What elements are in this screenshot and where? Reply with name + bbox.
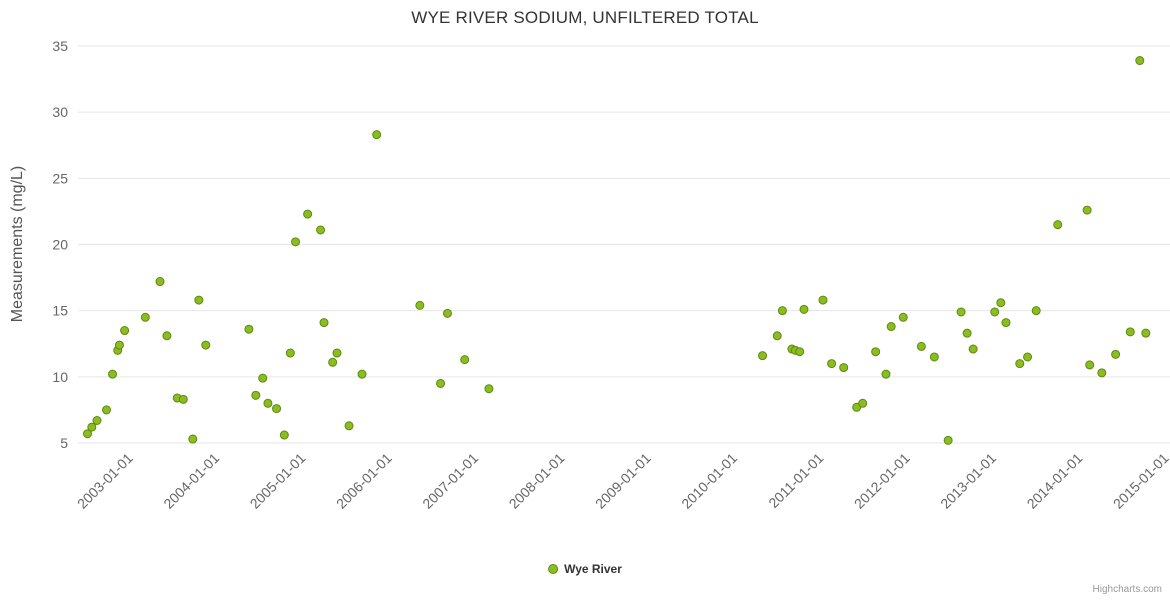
data-point[interactable] [319, 318, 329, 328]
data-point[interactable] [101, 405, 111, 415]
y-tick-label: 30 [52, 104, 68, 120]
data-point[interactable] [357, 369, 367, 379]
data-point[interactable] [263, 398, 273, 408]
data-point[interactable] [194, 295, 204, 305]
data-point[interactable] [916, 341, 926, 351]
data-point[interactable] [996, 298, 1006, 308]
chart-title: WYE RIVER SODIUM, UNFILTERED TOTAL [411, 8, 759, 27]
highcharts-credits[interactable]: Highcharts.com [1092, 584, 1162, 595]
data-point[interactable] [772, 331, 782, 341]
legend-marker-icon [548, 564, 559, 574]
data-point[interactable] [251, 390, 261, 400]
x-tick-label: 2003-01-01 [74, 450, 136, 512]
x-tick-label: 2014-01-01 [1024, 450, 1086, 512]
data-point[interactable] [155, 277, 165, 287]
data-point[interactable] [162, 331, 172, 341]
data-point[interactable] [372, 130, 382, 140]
y-tick-label: 15 [52, 303, 68, 319]
data-point[interactable] [827, 359, 837, 369]
data-point[interactable] [178, 394, 188, 404]
data-point[interactable] [484, 384, 494, 394]
data-point[interactable] [1082, 205, 1092, 215]
data-point[interactable] [1097, 368, 1107, 378]
data-point[interactable] [332, 348, 342, 358]
data-point[interactable] [1111, 349, 1121, 359]
data-point[interactable] [303, 209, 313, 219]
data-point[interactable] [858, 398, 868, 408]
data-point[interactable] [188, 434, 198, 444]
data-point[interactable] [1015, 359, 1025, 369]
x-tick-label: 2007-01-01 [419, 450, 481, 512]
data-point[interactable] [120, 326, 130, 336]
data-point[interactable] [795, 347, 805, 357]
x-tick-label: 2004-01-01 [160, 450, 222, 512]
data-point[interactable] [285, 348, 295, 358]
data-point[interactable] [777, 306, 787, 316]
data-point[interactable] [758, 351, 768, 361]
x-tick-label: 2008-01-01 [506, 450, 568, 512]
data-point[interactable] [291, 237, 301, 247]
data-point[interactable] [1053, 220, 1063, 230]
legend[interactable]: Wye River [548, 562, 622, 576]
data-point[interactable] [140, 312, 150, 322]
data-point[interactable] [1085, 360, 1095, 370]
x-tick-label: 2015-01-01 [1110, 450, 1170, 512]
data-point[interactable] [201, 340, 211, 350]
data-point[interactable] [316, 225, 326, 235]
data-point[interactable] [956, 307, 966, 317]
data-point[interactable] [258, 373, 268, 383]
x-tick-label: 2009-01-01 [592, 450, 654, 512]
data-point[interactable] [1031, 306, 1041, 316]
y-tick-label: 25 [52, 170, 68, 186]
legend-label: Wye River [564, 562, 622, 576]
data-point[interactable] [886, 322, 896, 332]
x-tick-label: 2013-01-01 [937, 450, 999, 512]
data-point[interactable] [1125, 327, 1135, 337]
data-point[interactable] [108, 369, 118, 379]
data-point[interactable] [415, 300, 425, 310]
x-tick-label: 2011-01-01 [765, 450, 826, 511]
data-point[interactable] [943, 435, 953, 445]
data-point[interactable] [929, 352, 939, 362]
data-point[interactable] [442, 308, 452, 318]
data-point[interactable] [328, 357, 338, 367]
data-point[interactable] [1135, 56, 1145, 66]
data-point[interactable] [460, 355, 470, 365]
data-point[interactable] [871, 347, 881, 357]
data-point[interactable] [272, 404, 282, 414]
data-point[interactable] [114, 340, 124, 350]
data-point[interactable] [87, 422, 97, 432]
y-tick-label: 35 [52, 38, 68, 54]
x-tick-label: 2012-01-01 [851, 450, 913, 512]
y-tick-label: 10 [52, 369, 68, 385]
x-tick-label: 2006-01-01 [333, 450, 395, 512]
data-point[interactable] [990, 307, 1000, 317]
data-point[interactable] [818, 295, 828, 305]
data-point[interactable] [881, 369, 891, 379]
data-point[interactable] [962, 328, 972, 338]
data-point[interactable] [436, 378, 446, 388]
y-tick-label: 20 [52, 237, 68, 253]
data-point[interactable] [1001, 318, 1011, 328]
data-point[interactable] [1023, 352, 1033, 362]
data-point[interactable] [279, 430, 289, 440]
data-point[interactable] [92, 416, 102, 426]
y-tick-label: 5 [60, 435, 68, 451]
x-tick-label: 2010-01-01 [678, 450, 740, 512]
data-point[interactable] [898, 312, 908, 322]
data-point[interactable] [344, 421, 354, 431]
data-point[interactable] [799, 304, 809, 314]
data-point[interactable] [968, 344, 978, 354]
data-point[interactable] [1141, 328, 1151, 338]
x-tick-label: 2005-01-01 [247, 450, 309, 512]
data-point[interactable] [839, 363, 849, 373]
data-point[interactable] [82, 429, 92, 439]
data-point[interactable] [244, 324, 254, 334]
